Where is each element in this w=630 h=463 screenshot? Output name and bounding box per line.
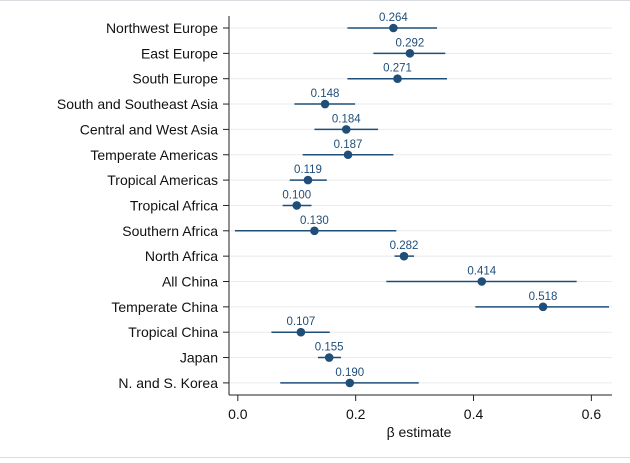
axes: 0.0 0.2 0.4 0.6 [223, 16, 612, 422]
value-label-tropical-china: 0.107 [286, 316, 315, 328]
category-label-temperate-china: Temperate China [111, 299, 218, 315]
category-label-southern-africa: Southern Africa [122, 223, 218, 239]
x-axis-title: β estimate [387, 424, 452, 440]
value-label-south-europe: 0.271 [383, 63, 412, 75]
x-tick-label-0-0: 0.0 [228, 406, 248, 422]
value-label-central-and-west-asia: 0.184 [332, 113, 361, 125]
estimate-point-temperate-americas [343, 150, 353, 160]
category-label-tropical-africa: Tropical Africa [130, 197, 218, 213]
category-label-northwest-europe: Northwest Europe [106, 20, 218, 36]
x-tick-label-0-6: 0.6 [582, 406, 602, 422]
estimate-point-central-and-west-asia [341, 125, 351, 134]
estimate-point-temperate-china [538, 302, 548, 312]
estimate-point-south-and-southeast-asia [320, 99, 330, 109]
estimate-point-south-europe [393, 74, 402, 83]
value-label-tropical-africa: 0.100 [282, 189, 311, 201]
top-frame-line [0, 0, 630, 1]
estimate-point-tropical-china [296, 327, 306, 337]
category-label-all-china: All China [162, 274, 218, 290]
value-label-southern-africa: 0.130 [300, 215, 329, 227]
value-label-temperate-china: 0.518 [529, 291, 558, 303]
category-label-temperate-americas: Temperate Americas [90, 147, 218, 163]
estimate-point-southern-africa [310, 226, 319, 236]
value-label-temperate-americas: 0.187 [334, 139, 363, 151]
value-label-n-and-s-korea: 0.190 [335, 367, 364, 379]
estimate-point-tropical-africa [292, 201, 302, 210]
value-label-east-europe: 0.292 [396, 37, 425, 49]
value-label-northwest-europe: 0.264 [379, 12, 408, 24]
category-label-japan: Japan [180, 350, 218, 366]
category-label-north-africa: North Africa [145, 248, 218, 264]
estimate-point-northwest-europe [389, 23, 398, 33]
x-tick-label-0-4: 0.4 [464, 406, 484, 422]
estimate-point-all-china [477, 277, 487, 286]
category-label-central-and-west-asia: Central and West Asia [80, 121, 218, 137]
value-label-north-africa: 0.282 [390, 240, 419, 252]
category-label-east-europe: East Europe [141, 45, 218, 61]
estimate-point-tropical-americas [303, 175, 313, 185]
estimate-point-japan [324, 353, 334, 362]
category-label-south-europe: South Europe [132, 71, 218, 87]
value-label-japan: 0.155 [315, 342, 344, 354]
estimate-points [292, 23, 548, 388]
category-label-tropical-china: Tropical China [128, 324, 218, 340]
category-labels: Northwest Europe East Europe South Europe S… [57, 20, 218, 391]
x-tick-label-0-2: 0.2 [346, 406, 366, 422]
value-label-south-and-southeast-asia: 0.148 [311, 88, 340, 100]
value-label-tropical-americas: 0.119 [294, 164, 322, 176]
estimate-point-n-and-s-korea [345, 378, 355, 388]
value-labels: 0.264 0.292 0.271 0.148 0.184 0.187 0.119 0.100… [282, 12, 557, 379]
category-label-south-and-southeast-asia: South and Southeast Asia [57, 96, 218, 112]
estimate-point-east-europe [405, 49, 415, 58]
estimate-point-north-africa [399, 251, 409, 261]
category-label-tropical-americas: Tropical Americas [107, 172, 218, 188]
category-label-n-and-s-korea: N. and S. Korea [118, 375, 218, 391]
value-label-all-china: 0.414 [467, 266, 496, 278]
